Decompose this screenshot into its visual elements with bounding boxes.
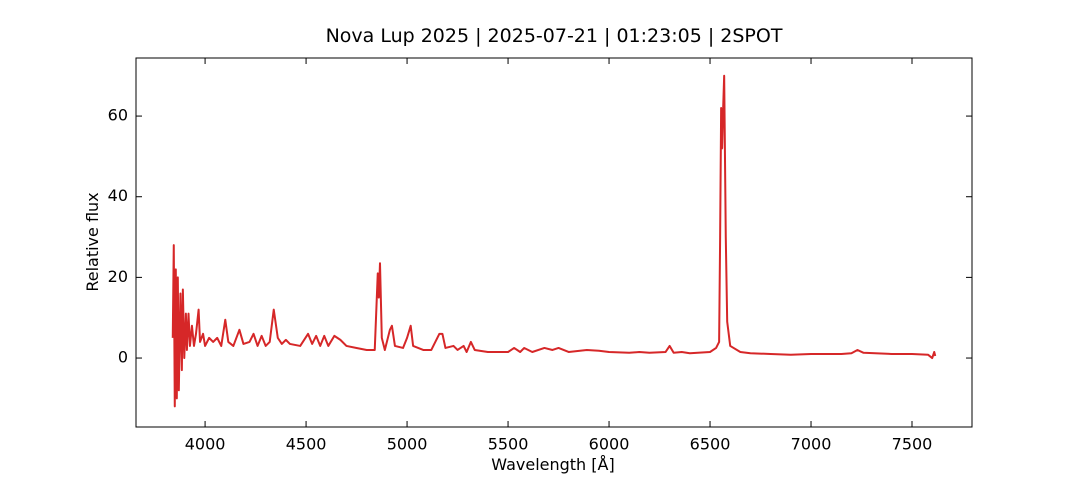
x-tick-label: 5000 bbox=[387, 435, 428, 454]
chart-title: Nova Lup 2025 | 2025-07-21 | 01:23:05 | … bbox=[326, 25, 783, 47]
y-tick-label: 20 bbox=[108, 267, 128, 286]
x-tick-label: 5500 bbox=[488, 435, 529, 454]
x-tick-label: 4000 bbox=[185, 435, 226, 454]
y-tick-label: 60 bbox=[108, 106, 128, 125]
y-axis-label: Relative flux bbox=[83, 192, 102, 291]
x-axis-label: Wavelength [Å] bbox=[491, 455, 614, 474]
x-tick-label: 6000 bbox=[589, 435, 630, 454]
x-tick-label: 4500 bbox=[286, 435, 327, 454]
x-tick-label: 7000 bbox=[791, 435, 832, 454]
y-tick-label: 40 bbox=[108, 186, 128, 205]
y-tick-label: 0 bbox=[118, 348, 128, 367]
plot-frame bbox=[135, 57, 973, 428]
x-tick-label: 7500 bbox=[892, 435, 933, 454]
spectrum-line bbox=[171, 74, 937, 408]
x-tick-label: 6500 bbox=[690, 435, 731, 454]
